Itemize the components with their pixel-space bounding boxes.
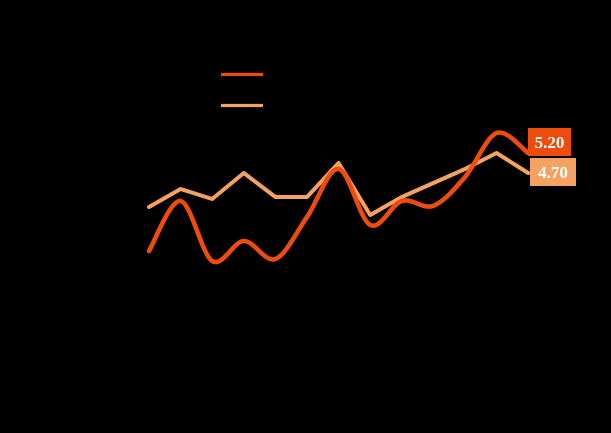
end-value-label-dark: 5.20 [528,128,571,156]
series-light-line [147,151,531,217]
series-dark-line [146,130,531,265]
end-value-label-light: 4.70 [530,158,576,186]
